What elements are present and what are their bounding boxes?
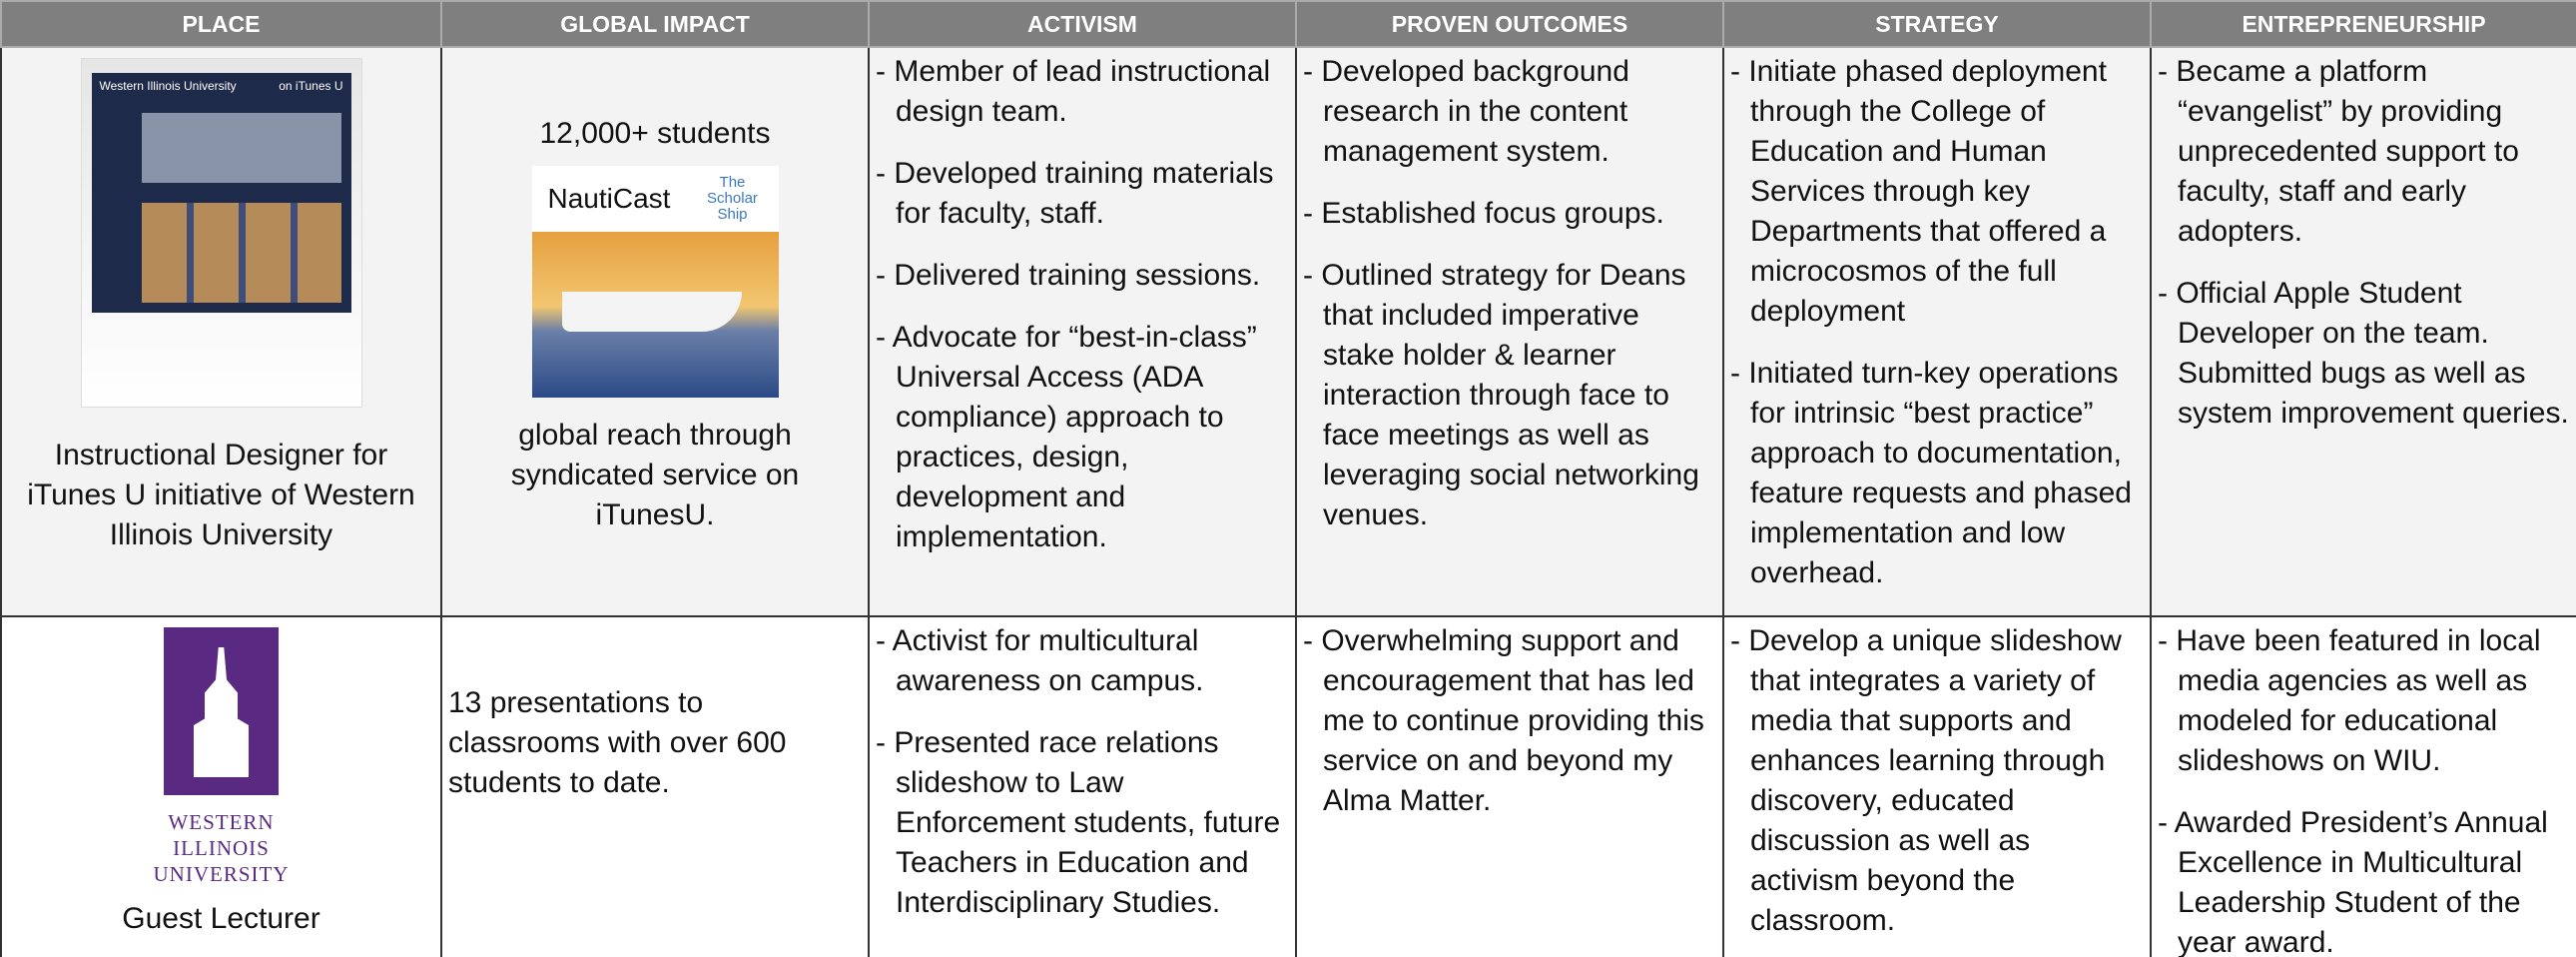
- screenshot-text: Western Illinois University: [99, 79, 237, 93]
- screenshot-text: on iTunes U: [279, 79, 343, 93]
- itunes-u-screenshot: Western Illinois University on iTunes U: [80, 58, 362, 408]
- header-row: PLACE GLOBAL IMPACT ACTIVISM PROVEN OUTCOME…: [0, 0, 2576, 48]
- column-header: ACTIVISM: [868, 0, 1297, 48]
- logo-line: WESTERN: [168, 810, 275, 834]
- entrepreneurship-cell: - Became a platform “evangelist” by prov…: [2150, 46, 2576, 617]
- strategy-cell: - Initiate phased deployment through the…: [1722, 46, 2152, 617]
- bullet-item: - Delivered training sessions.: [876, 259, 1261, 292]
- bullet-item: - Develop a unique slideshow that integr…: [1730, 624, 2122, 937]
- place-cell: Western Illinois University on iTunes U …: [0, 46, 442, 617]
- bullet-item: - Official Apple Student Developer on th…: [2158, 277, 2569, 430]
- bullet-item: - Awarded President’s Annual Excellence …: [2158, 806, 2548, 957]
- bullet-item: - Became a platform “evangelist” by prov…: [2158, 55, 2519, 248]
- bullet-item: - Developed background research in the c…: [1303, 55, 1629, 168]
- nauticast-image: NautiCast The Scholar Ship: [531, 166, 779, 398]
- column-header: PROVEN OUTCOMES: [1295, 0, 1724, 48]
- column-header: STRATEGY: [1722, 0, 2152, 48]
- outcomes-cell: - Developed background research in the c…: [1295, 46, 1724, 617]
- image-text: The Scholar Ship: [707, 174, 758, 223]
- row: WESTERN ILLINOIS UNIVERSITY Guest Lectur…: [0, 615, 2576, 957]
- global-impact-cell: 12,000+ students NautiCast The Scholar Sh…: [440, 46, 870, 617]
- wiu-logo: [164, 627, 279, 795]
- bullet-item: - Developed training materials for facul…: [876, 157, 1274, 230]
- logo-line: UNIVERSITY: [153, 862, 290, 886]
- bullet-item: - Initiated turn-key operations for intr…: [1730, 357, 2132, 589]
- column-header: GLOBAL IMPACT: [440, 0, 870, 48]
- bullet-item: - Member of lead instructional design te…: [876, 55, 1271, 128]
- caption: Instructional Designer for iTunes U init…: [27, 439, 415, 551]
- image-text: NautiCast: [547, 183, 671, 214]
- bullet-item: - Have been featured in local media agen…: [2158, 624, 2541, 777]
- bullet-item: - Outlined strategy for Deans that inclu…: [1303, 259, 1699, 531]
- caption: Guest Lecturer: [122, 902, 321, 935]
- bullet-item: - Overwhelming support and encouragement…: [1303, 624, 1704, 817]
- logo-line: ILLINOIS: [173, 836, 270, 860]
- column-header: ENTREPRENEURSHIP: [2150, 0, 2576, 48]
- column-header: PLACE: [0, 0, 442, 48]
- global-impact-cell: 13 presentations to classrooms with over…: [440, 615, 870, 957]
- bullet-item: - Initiate phased deployment through the…: [1730, 55, 2107, 328]
- impact-text: 13 presentations to classrooms with over…: [448, 686, 787, 799]
- strategy-cell: - Develop a unique slideshow that integr…: [1722, 615, 2152, 957]
- bullet-item: - Presented race relations slideshow to …: [876, 726, 1281, 919]
- headline: 12,000+ students: [539, 117, 771, 150]
- entrepreneurship-cell: - Have been featured in local media agen…: [2150, 615, 2576, 957]
- bullet-item: - Established focus groups.: [1303, 197, 1664, 230]
- outcomes-cell: - Overwhelming support and encouragement…: [1295, 615, 1724, 957]
- activism-cell: - Activist for multicultural awareness o…: [868, 615, 1297, 957]
- place-cell: WESTERN ILLINOIS UNIVERSITY Guest Lectur…: [0, 615, 442, 957]
- row: Western Illinois University on iTunes U …: [0, 46, 2576, 617]
- bullet-item: - Activist for multicultural awareness o…: [876, 624, 1204, 697]
- bullet-item: - Advocate for “best-in-class” Universal…: [876, 321, 1257, 553]
- impact-text: global reach through syndicated service …: [510, 419, 800, 531]
- activism-cell: - Member of lead instructional design te…: [868, 46, 1297, 617]
